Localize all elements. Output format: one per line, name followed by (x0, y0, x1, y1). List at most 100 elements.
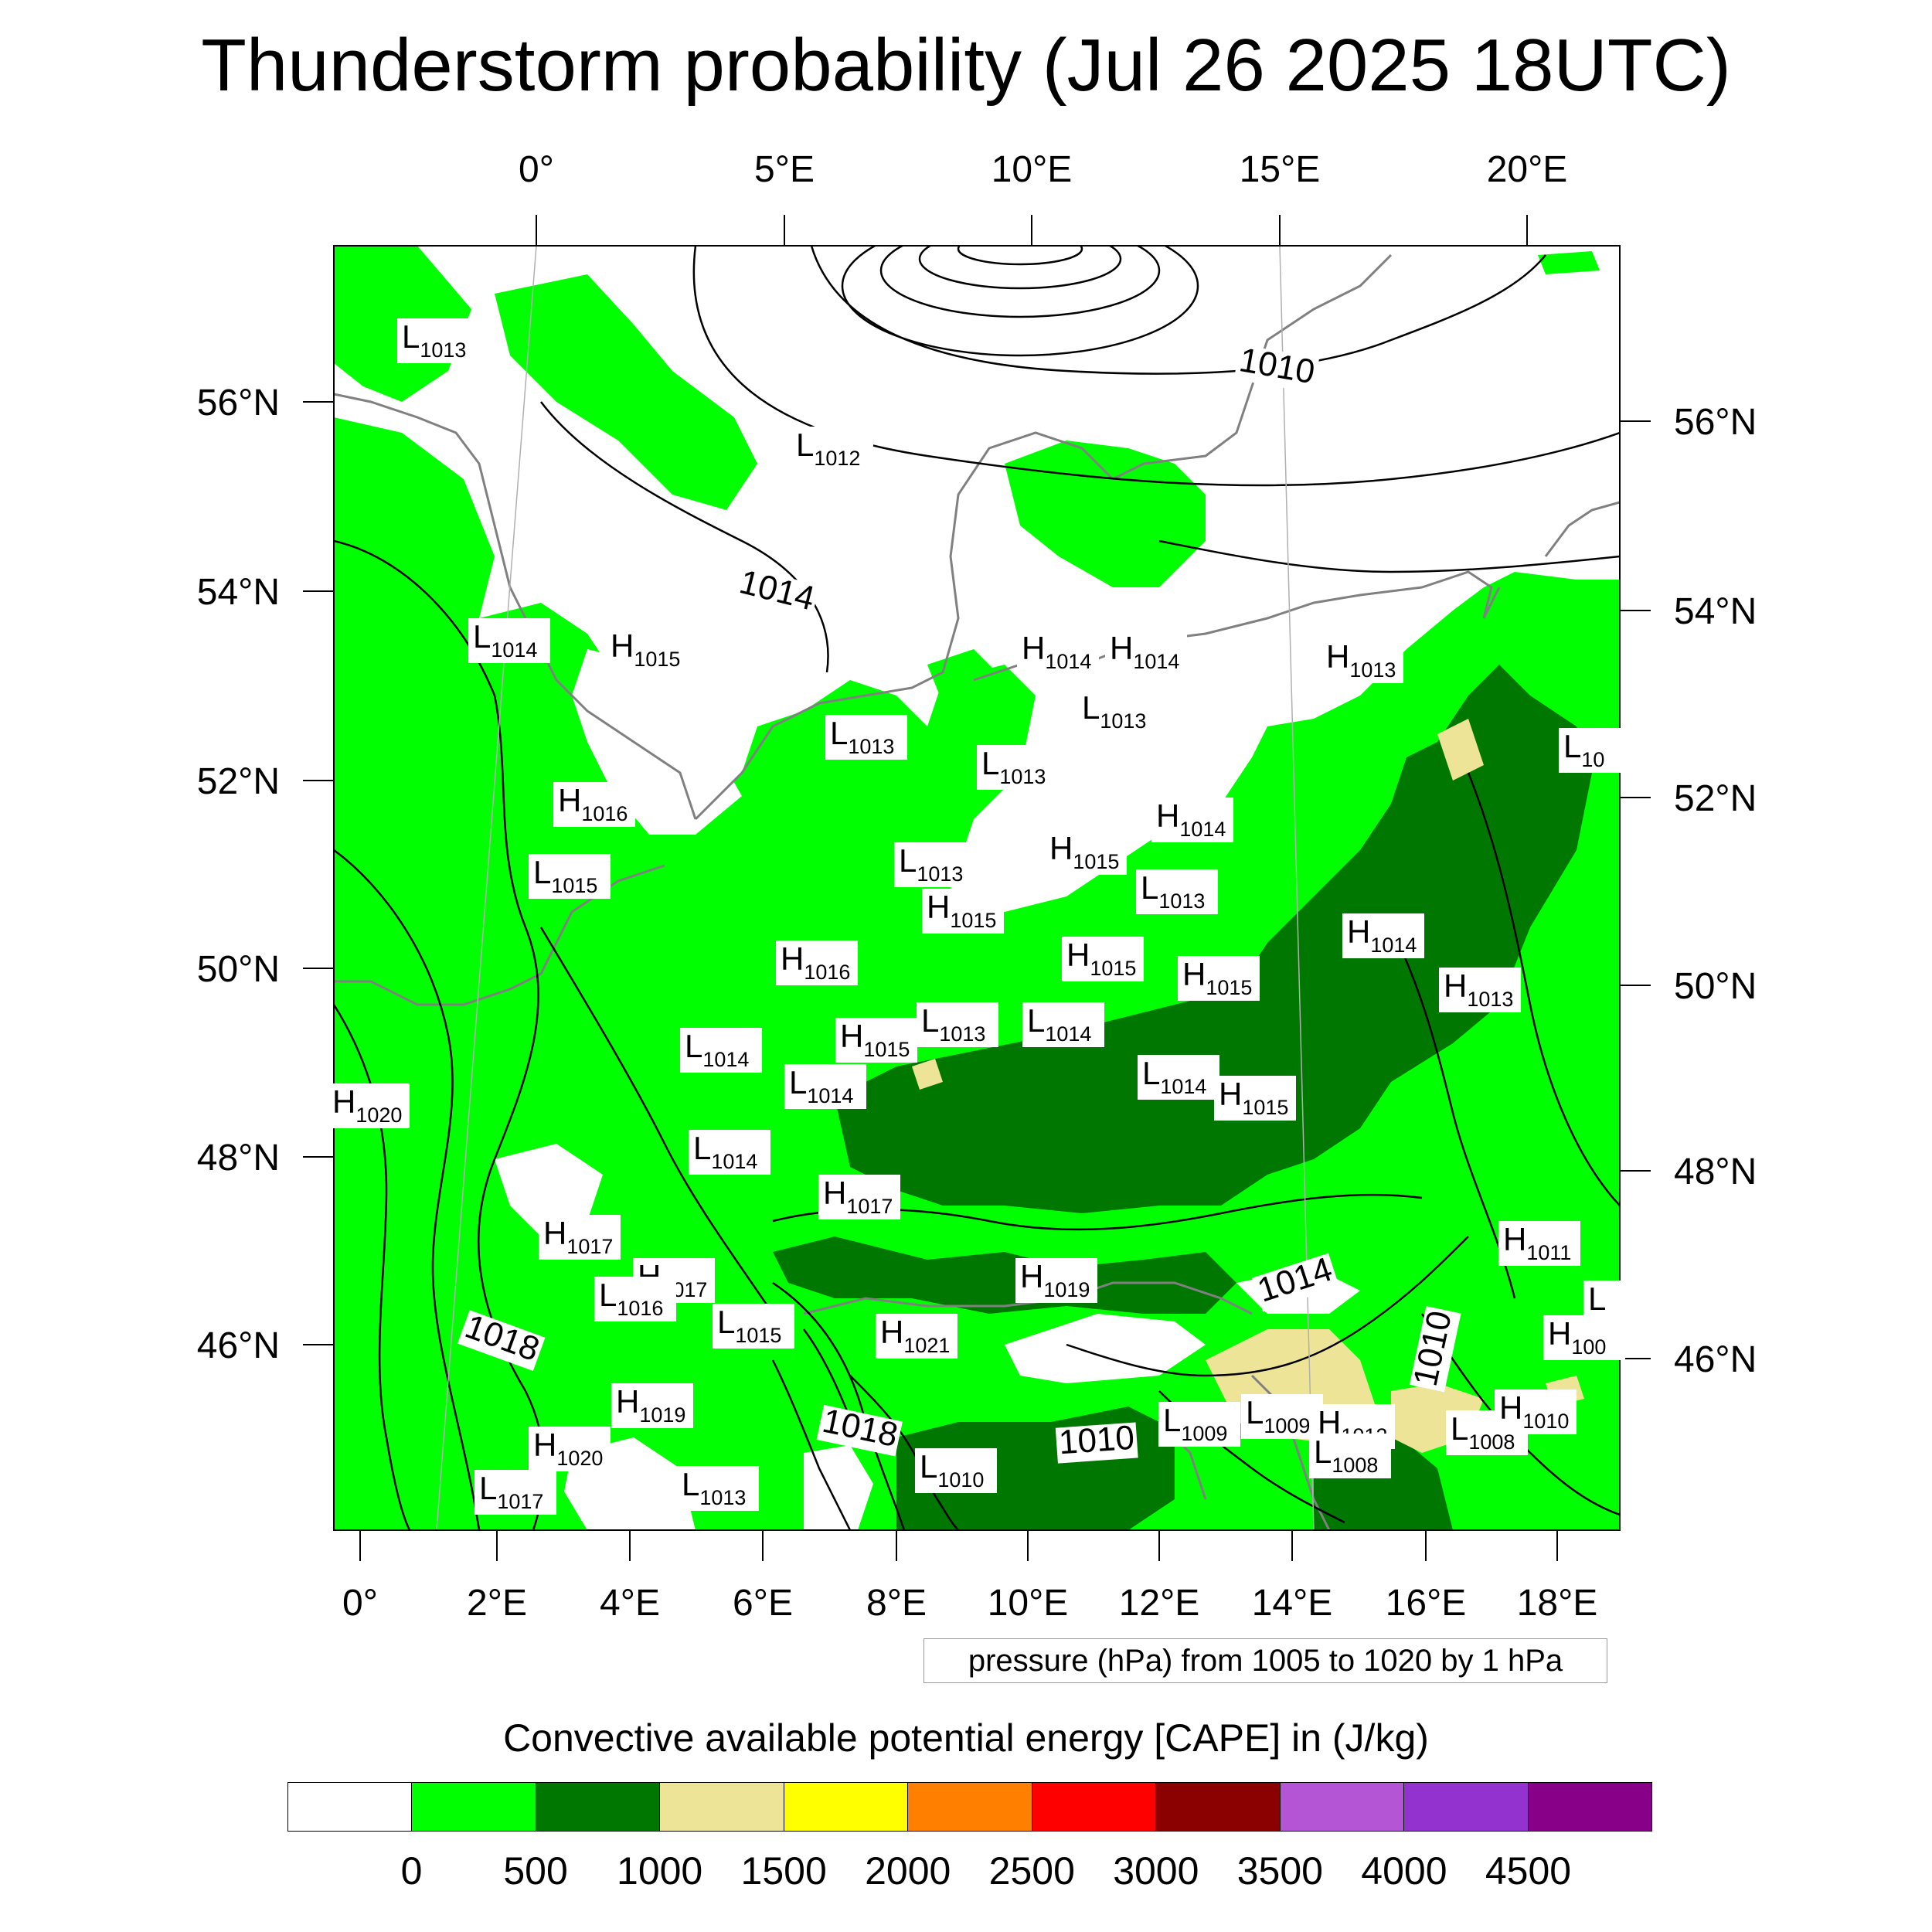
high-pressure-label: H1011 (1498, 1221, 1580, 1266)
low-pressure-label: L1014 (468, 618, 550, 663)
low-pressure-label: L (1583, 1281, 1665, 1325)
legend-swatch (660, 1783, 784, 1831)
top-axis-label: 10°E (992, 149, 1073, 190)
svg-text:H1015: H1015 (927, 889, 996, 932)
contour-label: 1010 (1055, 1419, 1138, 1464)
bottom-axis-label: 10°E (988, 1583, 1069, 1624)
svg-text:L1009: L1009 (1163, 1402, 1227, 1445)
low-pressure-label: L1012 (791, 427, 873, 471)
svg-text:L1014: L1014 (789, 1064, 853, 1107)
isobars (334, 246, 1620, 1530)
svg-text:H1013: H1013 (1444, 968, 1513, 1011)
high-pressure-label: H1015 (1045, 830, 1127, 875)
high-pressure-label: H1019 (1015, 1258, 1097, 1303)
left-axis-label: 54°N (197, 572, 280, 613)
svg-text:H1016: H1016 (781, 940, 850, 984)
low-pressure-label: L1010 (915, 1448, 997, 1493)
svg-text:L1014: L1014 (693, 1130, 757, 1173)
right-axis-label: 54°N (1674, 591, 1757, 632)
legend-tick-label: 4500 (1485, 1849, 1572, 1893)
low-pressure-label: L1014 (689, 1130, 770, 1175)
high-pressure-label: H1016 (553, 782, 635, 827)
svg-text:H1019: H1019 (616, 1383, 685, 1427)
legend-swatch (1032, 1783, 1157, 1831)
low-pressure-label: L1015 (713, 1304, 794, 1349)
svg-text:H1020: H1020 (533, 1427, 603, 1470)
low-pressure-label: L10 (1559, 728, 1641, 773)
map-field (334, 246, 1620, 1530)
bottom-axis-label: 14°E (1252, 1583, 1333, 1624)
svg-text:L1013: L1013 (1082, 689, 1146, 733)
graticule (436, 246, 1315, 1530)
right-axis-label: 52°N (1674, 778, 1757, 819)
high-pressure-label: H1014 (1342, 913, 1424, 958)
legend-swatch (784, 1783, 909, 1831)
svg-text:L1009: L1009 (1246, 1394, 1310, 1437)
top-axis-label: 15°E (1240, 149, 1321, 190)
svg-text:H1019: H1019 (1020, 1258, 1090, 1301)
legend-tick-label: 0 (400, 1849, 423, 1893)
svg-text:H1017: H1017 (823, 1175, 893, 1218)
right-axis-label: 50°N (1674, 966, 1757, 1007)
svg-text:H1015: H1015 (1049, 830, 1119, 873)
svg-text:L1010: L1010 (920, 1448, 984, 1492)
high-pressure-label: H1015 (1178, 956, 1260, 1001)
low-pressure-label: L1008 (1309, 1434, 1391, 1478)
svg-text:H1015: H1015 (611, 628, 680, 671)
svg-text:L1016: L1016 (599, 1277, 663, 1320)
legend-tick-label: 1500 (740, 1849, 827, 1893)
low-pressure-label: L1014 (680, 1028, 762, 1073)
high-pressure-label: H1015 (835, 1018, 917, 1063)
svg-text:L1015: L1015 (533, 854, 597, 897)
legend-title: Convective available potential energy [C… (503, 1716, 1429, 1760)
bottom-axis-label: 16°E (1386, 1583, 1467, 1624)
svg-text:L1013: L1013 (921, 1002, 985, 1046)
low-pressure-label: L1013 (1136, 869, 1218, 914)
low-pressure-label: L1013 (397, 318, 479, 363)
low-pressure-label: L1013 (894, 842, 976, 887)
right-axis-label: 56°N (1674, 402, 1757, 443)
high-pressure-label: H1014 (1017, 630, 1099, 675)
high-pressure-label: H1019 (611, 1383, 693, 1428)
axis-ticks (303, 215, 1651, 1561)
right-axis-label: 46°N (1674, 1339, 1757, 1380)
right-axis-label: 48°N (1674, 1151, 1757, 1192)
legend-swatch (288, 1783, 413, 1831)
svg-text:H1013: H1013 (1326, 638, 1396, 682)
svg-text:L1013: L1013 (981, 745, 1046, 788)
legend-tick-label: 1000 (617, 1849, 703, 1893)
svg-text:L1014: L1014 (685, 1028, 749, 1071)
low-pressure-label: L1015 (529, 854, 611, 899)
svg-text:L1014: L1014 (1142, 1055, 1206, 1098)
contour-label: 1014 (1252, 1250, 1340, 1312)
legend-tick-label: 3000 (1113, 1849, 1199, 1893)
legend-tick-label: 2500 (988, 1849, 1075, 1893)
svg-text:1010: 1010 (1057, 1419, 1135, 1462)
left-axis-label: 52°N (197, 761, 280, 802)
high-pressure-label: H1016 (776, 940, 858, 985)
high-pressure-label: H1014 (1151, 798, 1233, 842)
high-pressure-label: H1017 (818, 1175, 900, 1219)
bottom-axis-label: 18°E (1517, 1583, 1598, 1624)
high-pressure-label: H1015 (606, 628, 688, 672)
bottom-axis-label: 2°E (467, 1583, 527, 1624)
high-pressure-label: H1010 (1495, 1389, 1577, 1434)
svg-text:L1013: L1013 (830, 715, 894, 758)
svg-text:L1017: L1017 (479, 1470, 543, 1513)
pressure-note: pressure (hPa) from 1005 to 1020 by 1 hP… (923, 1638, 1607, 1683)
high-pressure-label: H1015 (1062, 937, 1144, 981)
map-title: Thunderstorm probability (Jul 26 2025 18… (201, 24, 1731, 107)
svg-text:L1013: L1013 (682, 1466, 746, 1509)
svg-text:H1017: H1017 (543, 1215, 613, 1258)
legend-tick-label: 3500 (1236, 1849, 1323, 1893)
high-pressure-label: H1020 (328, 1083, 410, 1128)
top-axis-label: 0° (519, 149, 554, 190)
svg-text:H1014: H1014 (1347, 913, 1417, 957)
low-pressure-label: L1014 (1138, 1055, 1219, 1100)
svg-text:H100: H100 (1548, 1315, 1606, 1359)
svg-text:H1015: H1015 (1219, 1076, 1288, 1119)
svg-text:L1014: L1014 (1027, 1002, 1091, 1046)
svg-text:L1008: L1008 (1314, 1434, 1378, 1477)
